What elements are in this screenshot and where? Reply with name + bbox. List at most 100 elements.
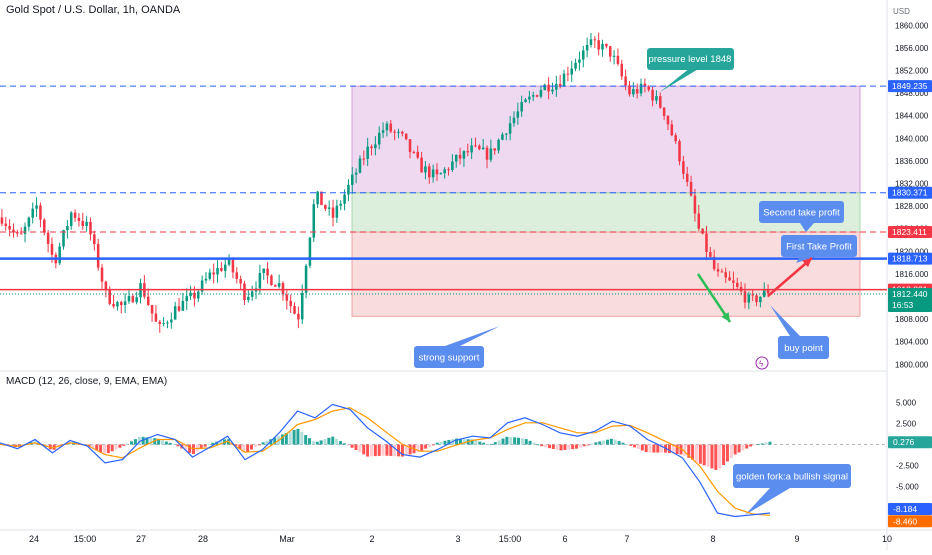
candle-body [555, 83, 558, 90]
macd-hist-bar [710, 444, 714, 469]
candle-body [701, 228, 704, 234]
candle-body [501, 134, 504, 140]
time-tick-label: 10 [882, 534, 892, 544]
candle-body [193, 292, 196, 299]
callout-pressure-box [647, 48, 734, 70]
time-tick-label: 15:00 [74, 534, 97, 544]
macd-hist-bar [339, 441, 343, 445]
macd-hist-bar [188, 444, 192, 453]
macd-hist-bar [725, 444, 729, 462]
macd-hist-bar [760, 443, 764, 445]
macd-hist-bar [683, 444, 687, 456]
candle-body [81, 221, 85, 226]
candle-body [100, 267, 104, 282]
candle-body [389, 123, 393, 132]
macd-hist-bar [342, 443, 346, 445]
candle-body [608, 46, 612, 57]
arrow-up-red-shaft [767, 257, 813, 297]
macd-hist-bar [149, 437, 153, 445]
macd-hist-bar [385, 444, 389, 456]
candle-body [158, 321, 162, 324]
macd-hist-bar [536, 444, 540, 446]
candle-body [512, 117, 516, 124]
macd-hist-bar [284, 432, 288, 445]
macd-hist-bar [528, 440, 532, 445]
macd-hist-bar [575, 444, 579, 449]
macd-hist-bar [675, 444, 679, 454]
candle-body [108, 289, 111, 304]
price-level-label: 1823.411 [892, 227, 927, 237]
callout-pressure-text: pressure level 1848 [649, 54, 732, 65]
price-level-badge [888, 80, 932, 93]
candle-body [651, 89, 654, 101]
macd-hist-bar [257, 444, 261, 446]
macd-hist-bar [501, 438, 505, 445]
price-tick-label: 1820.000 [895, 247, 929, 256]
macd-hist-bar [571, 444, 575, 450]
macd-hist-bar [505, 436, 509, 445]
candle-body [466, 151, 470, 153]
candle-body [258, 272, 262, 289]
candle-body [709, 252, 712, 257]
arrow-up-red [767, 257, 813, 297]
candle-body [616, 55, 620, 64]
callout-golden-fork: golden fork:a bullish signal [733, 464, 851, 515]
price-tick-label: 1832.000 [895, 180, 929, 189]
macd-hist-bar [304, 435, 308, 445]
candle-body [62, 230, 65, 247]
price-level-label: 1849.235 [892, 81, 928, 91]
candle-body [605, 43, 608, 47]
callout-pressure: pressure level 1848 [647, 48, 734, 92]
candle-body [239, 278, 242, 284]
candle-body [112, 303, 115, 307]
time-tick-label: 24 [29, 534, 39, 544]
candle-body [216, 267, 219, 275]
candle-body [716, 269, 720, 272]
macd-hist-bar [199, 444, 203, 450]
callout-buy-point-tail [770, 305, 800, 336]
candle-body [712, 256, 716, 270]
candle-body [85, 221, 88, 226]
candle-body [116, 302, 119, 307]
macd-hist-bar [509, 436, 513, 445]
macd-hist-bar [118, 444, 122, 448]
macd-hist-bar [625, 444, 629, 446]
macd-hist-bar [489, 443, 493, 445]
macd-hist-bar [427, 444, 431, 447]
candle-body [69, 212, 73, 226]
candle-body [705, 233, 708, 253]
candle-body [424, 166, 427, 173]
time-tick-label: 7 [624, 534, 629, 544]
callout-strong-support: strong support [414, 326, 500, 368]
candle-body [162, 323, 165, 325]
macd-hist-bar [311, 441, 315, 445]
candle-body [593, 39, 597, 41]
candle-body [354, 172, 358, 175]
macd-hist-bar [397, 444, 401, 457]
macd-hist-bar [327, 437, 331, 445]
candle-body [231, 258, 235, 273]
macd-hist-bar [602, 440, 606, 445]
macd-hist-bar [590, 443, 594, 445]
macd-hist-bar [702, 444, 706, 466]
macd-hist-bar [636, 444, 640, 449]
macd-hist-bar [497, 440, 501, 445]
candle-body [620, 63, 624, 77]
callout-second-tp-tail [800, 223, 814, 232]
macd-hist-bar [617, 441, 621, 445]
macd-badge [888, 502, 932, 515]
candle-body [189, 292, 192, 297]
candle-body [574, 62, 577, 69]
candle-body [77, 217, 81, 222]
macd-hist-bar [598, 441, 602, 445]
candle-body [320, 191, 323, 206]
candle-body [262, 268, 265, 273]
candles [0, 32, 770, 333]
candle-body [524, 99, 527, 103]
candle-body [720, 271, 724, 273]
candle-body [58, 246, 61, 264]
macd-hist-bar [377, 444, 381, 456]
arrow-down-green-head [721, 312, 730, 322]
